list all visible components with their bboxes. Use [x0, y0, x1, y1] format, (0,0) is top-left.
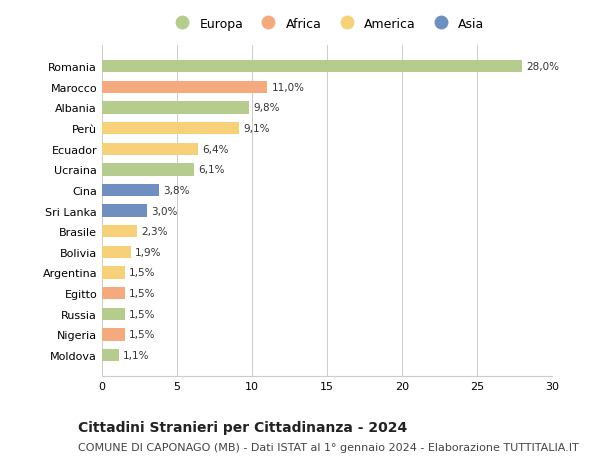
Text: 1,9%: 1,9% — [135, 247, 161, 257]
Bar — [102, 82, 267, 94]
Bar — [102, 164, 193, 176]
Bar — [102, 225, 137, 238]
Text: 1,1%: 1,1% — [123, 350, 149, 360]
Text: 1,5%: 1,5% — [129, 330, 155, 340]
Bar — [102, 102, 249, 114]
Bar — [102, 61, 522, 73]
Text: 1,5%: 1,5% — [129, 309, 155, 319]
Text: 1,5%: 1,5% — [129, 268, 155, 278]
Bar — [102, 205, 147, 217]
Text: 9,1%: 9,1% — [243, 124, 269, 134]
Text: 9,8%: 9,8% — [254, 103, 280, 113]
Bar — [102, 143, 198, 156]
Bar — [102, 246, 131, 258]
Bar — [102, 267, 125, 279]
Text: 2,3%: 2,3% — [141, 227, 167, 237]
Text: 6,4%: 6,4% — [203, 145, 229, 154]
Text: 11,0%: 11,0% — [271, 83, 305, 93]
Text: Cittadini Stranieri per Cittadinanza - 2024: Cittadini Stranieri per Cittadinanza - 2… — [78, 420, 407, 434]
Legend: Europa, Africa, America, Asia: Europa, Africa, America, Asia — [164, 12, 490, 35]
Text: COMUNE DI CAPONAGO (MB) - Dati ISTAT al 1° gennaio 2024 - Elaborazione TUTTITALI: COMUNE DI CAPONAGO (MB) - Dati ISTAT al … — [78, 442, 579, 452]
Bar — [102, 308, 125, 320]
Bar — [102, 185, 159, 197]
Text: 3,8%: 3,8% — [163, 185, 190, 196]
Bar — [102, 349, 119, 361]
Bar — [102, 287, 125, 300]
Text: 3,0%: 3,0% — [151, 206, 178, 216]
Text: 28,0%: 28,0% — [527, 62, 560, 72]
Bar — [102, 123, 239, 135]
Text: 1,5%: 1,5% — [129, 288, 155, 298]
Text: 6,1%: 6,1% — [198, 165, 224, 175]
Bar — [102, 329, 125, 341]
